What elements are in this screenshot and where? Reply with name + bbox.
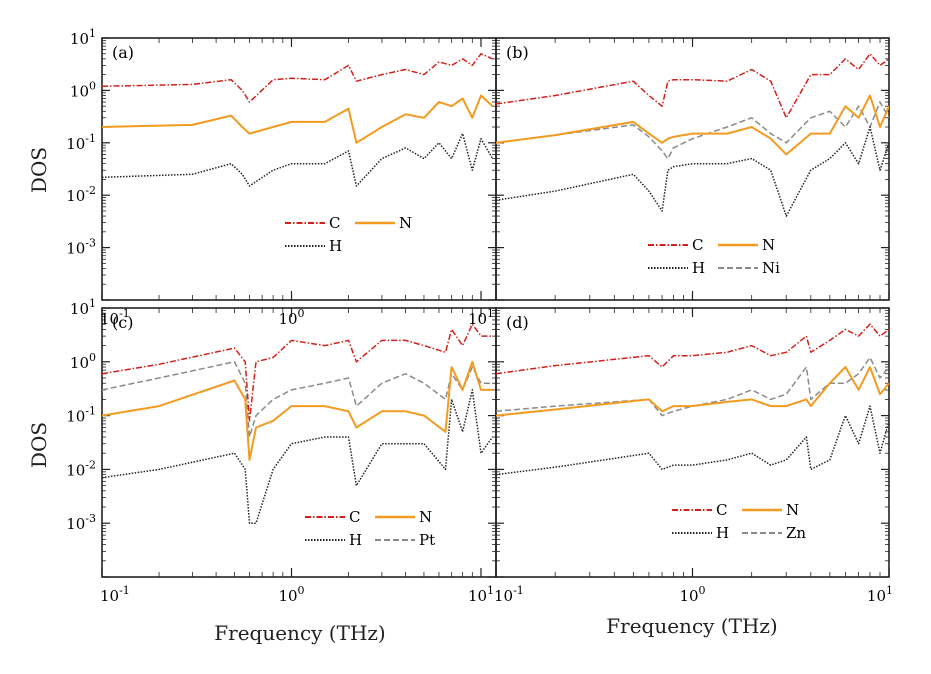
tick-label: 10-2 (66, 184, 96, 205)
tick-label: 10-1 (100, 584, 130, 605)
panel-label: (a) (112, 43, 134, 62)
tick-label: 101 (70, 297, 96, 318)
series-line-h (102, 132, 494, 187)
panel-label: (b) (506, 43, 529, 62)
legend-label-n: N (419, 508, 432, 526)
panel-b: (b) C N H Ni (495, 37, 890, 301)
series-line-ni (496, 101, 889, 160)
tick-label: 10-1 (66, 405, 96, 426)
series-line-c (496, 323, 889, 375)
tick-label: 10-3 (66, 237, 96, 258)
series-line-n (496, 94, 889, 156)
y-axis-label-top: DOS (27, 147, 51, 193)
legend-label-zn: Zn (786, 524, 806, 542)
legend-label-h: H (716, 524, 729, 542)
axes-frame (101, 37, 497, 301)
series-line-c (102, 323, 493, 422)
legend-label-n: N (762, 236, 775, 254)
panel-d: 10-1 100 101 (d) C N H Zn (494, 307, 893, 605)
y-axis-label-bottom: DOS (27, 422, 51, 468)
legend-label-h: H (349, 531, 362, 549)
legend-label-c: C (692, 236, 703, 254)
tick-label: 10-1 (494, 584, 524, 605)
axes-frame (495, 307, 890, 578)
series-line-h (102, 389, 494, 524)
series-line-n (102, 94, 494, 144)
legend-label-c: C (329, 214, 340, 232)
tick-label: 10-2 (66, 458, 96, 479)
tick-label: 100 (278, 307, 304, 328)
tick-label: 100 (70, 79, 96, 100)
series-line-h (496, 126, 889, 217)
tick-label: 10-3 (66, 512, 96, 533)
series-line-n (102, 360, 493, 461)
legend-label-c: C (349, 508, 360, 526)
series-line-h (496, 405, 889, 476)
tick-label: 100 (278, 584, 304, 605)
legend-label-ni: Ni (762, 259, 780, 277)
legend-label-h: H (329, 237, 342, 255)
tick-label: 100 (70, 351, 96, 372)
panel-label: (c) (112, 313, 133, 332)
tick-label: 100 (679, 584, 705, 605)
legend-label-h: H (692, 259, 705, 277)
legend-label-n: N (399, 214, 412, 232)
legend-label-pt: Pt (419, 531, 435, 549)
tick-label: 10-1 (100, 307, 130, 328)
series-line-pt (102, 361, 493, 438)
legend-label-n: N (786, 501, 799, 519)
tick-label: 10-1 (66, 132, 96, 153)
tick-label: 101 (867, 584, 893, 605)
tick-label: 101 (70, 27, 96, 48)
series-line-c (496, 53, 889, 119)
x-axis-label-right: Frequency (THz) (606, 614, 777, 638)
x-axis-label-left: Frequency (THz) (214, 621, 385, 645)
legend-label-c: C (716, 501, 727, 519)
tick-label: 101 (468, 307, 494, 328)
panel-label: (d) (506, 313, 529, 332)
series-line-n (496, 366, 889, 417)
tick-label: 101 (468, 584, 494, 605)
series-line-zn (496, 356, 889, 417)
series-line-c (102, 53, 493, 103)
